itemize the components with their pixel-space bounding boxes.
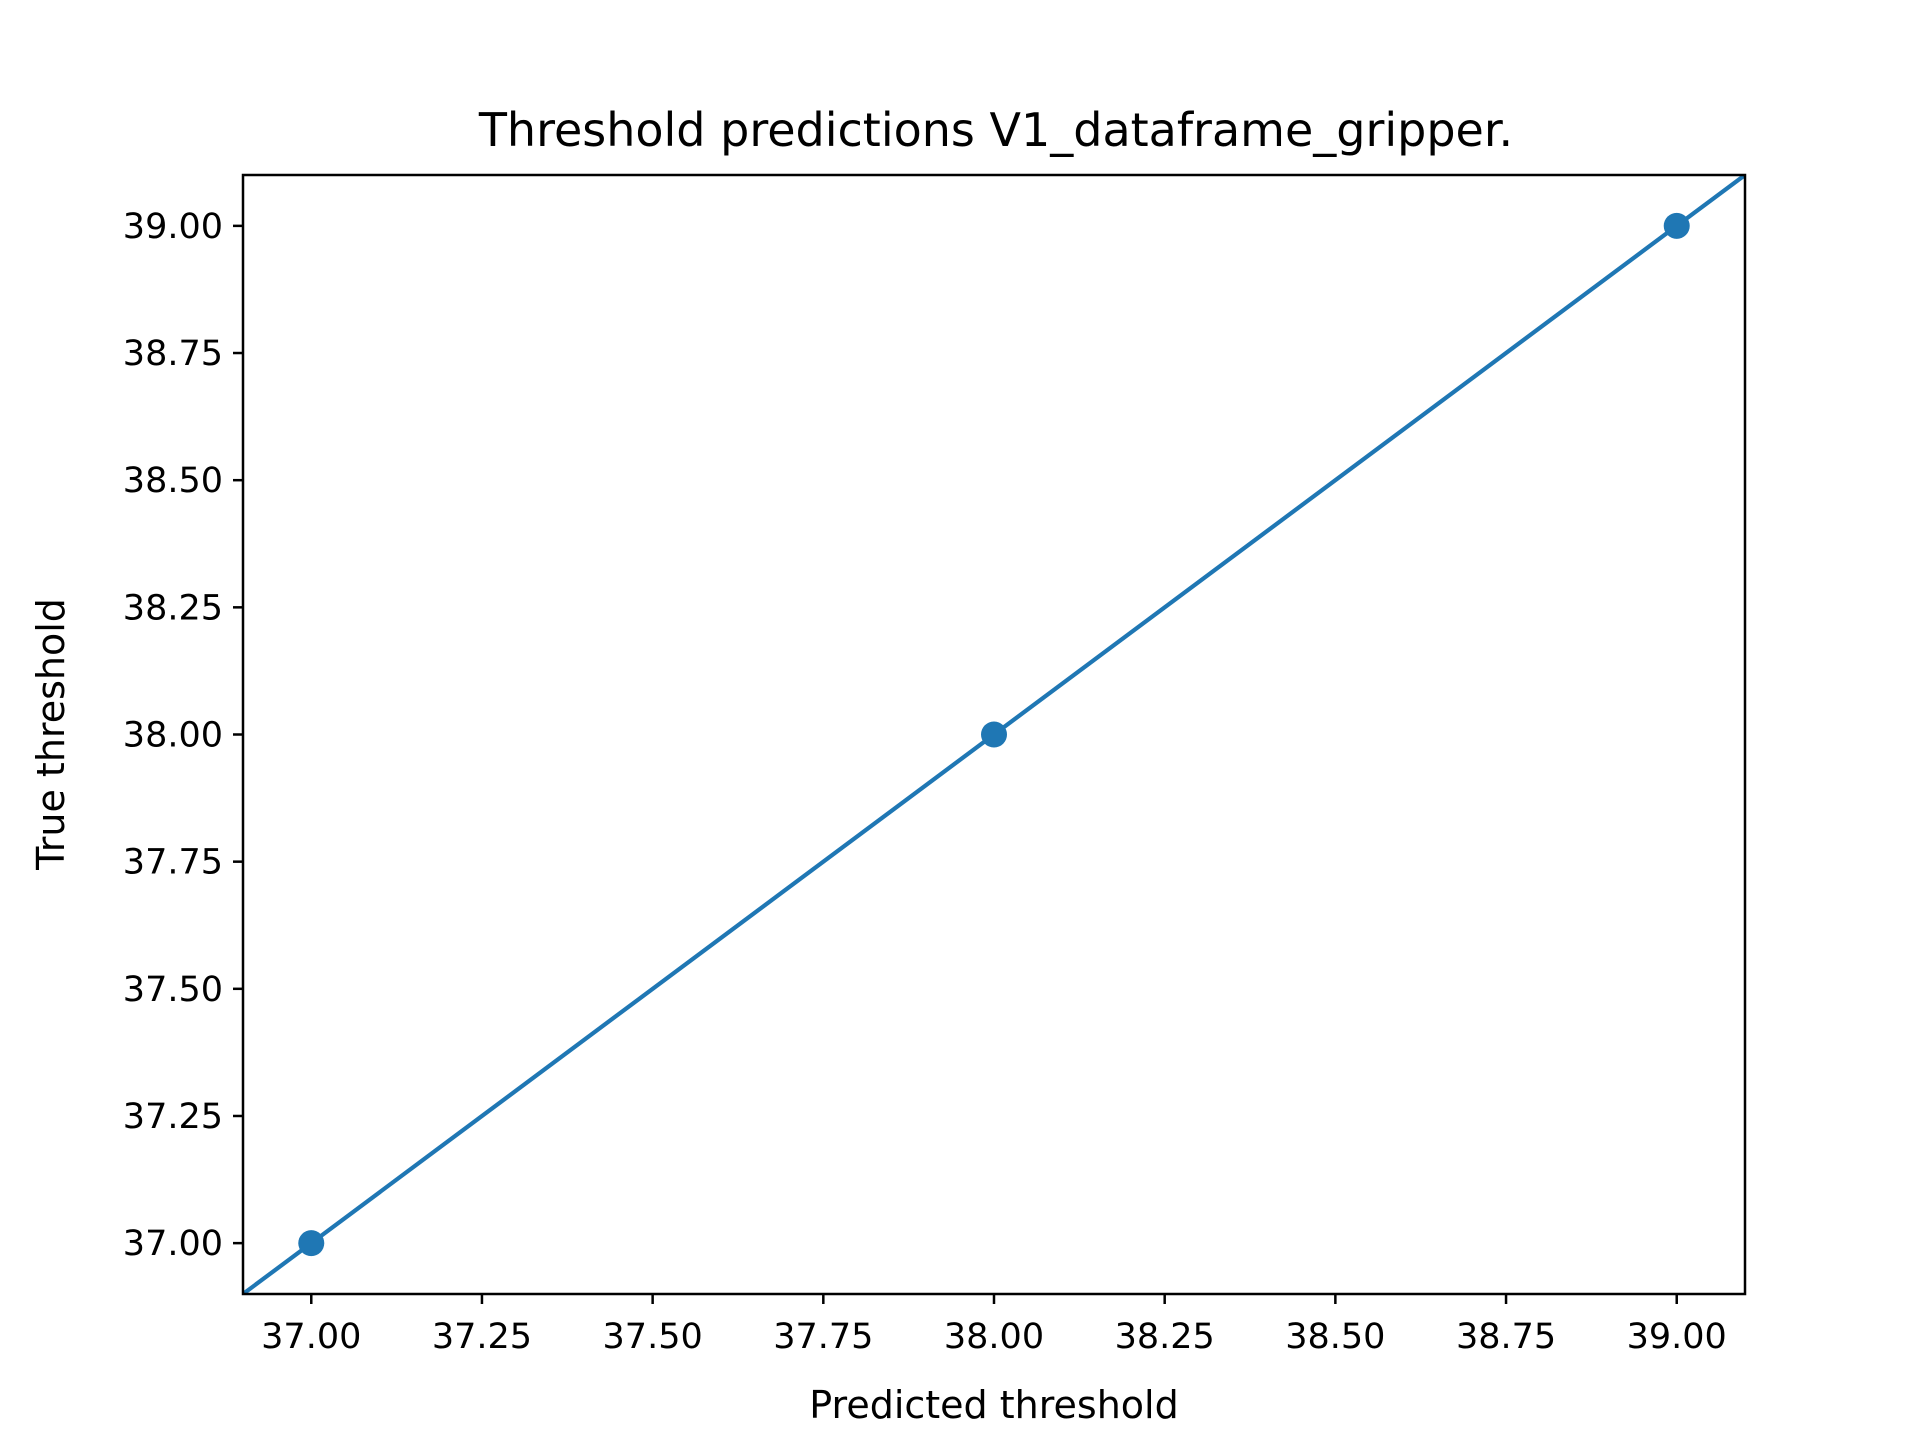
data-point bbox=[1663, 212, 1690, 239]
y-tick-label: 38.25 bbox=[123, 588, 223, 628]
y-tick-label: 38.75 bbox=[123, 334, 223, 374]
y-tick-label: 39.00 bbox=[123, 207, 223, 247]
y-tick-label: 37.50 bbox=[123, 970, 223, 1010]
y-tick-label: 37.25 bbox=[123, 1097, 223, 1137]
data-point bbox=[981, 721, 1007, 748]
x-tick-label: 37.00 bbox=[261, 1317, 361, 1357]
x-tick-label: 37.75 bbox=[773, 1317, 873, 1357]
x-tick-label: 37.25 bbox=[432, 1317, 532, 1357]
x-tick-label: 38.25 bbox=[1115, 1317, 1215, 1357]
x-axis-label: Predicted threshold bbox=[809, 1383, 1178, 1427]
y-tick-label: 38.00 bbox=[123, 716, 223, 756]
chart-title: Threshold predictions V1_dataframe_gripp… bbox=[478, 103, 1513, 157]
x-axis-ticks: 37.00 37.25 37.50 37.75 38.00 38.25 38.50 38.75… bbox=[261, 1294, 1727, 1357]
x-tick-label: 38.00 bbox=[944, 1317, 1044, 1357]
x-tick-label: 38.50 bbox=[1285, 1317, 1385, 1357]
y-axis-ticks: 37.00 37.25 37.50 37.75 38.00 38.25 38.50 38.75… bbox=[123, 207, 243, 1264]
y-tick-label: 37.75 bbox=[123, 843, 223, 883]
x-tick-label: 37.50 bbox=[603, 1317, 703, 1357]
y-axis-label: True threshold bbox=[29, 598, 73, 871]
data-point bbox=[298, 1230, 325, 1257]
y-tick-label: 38.50 bbox=[123, 461, 223, 501]
x-tick-label: 39.00 bbox=[1627, 1317, 1727, 1357]
x-tick-label: 38.75 bbox=[1456, 1317, 1556, 1357]
y-tick-label: 37.00 bbox=[123, 1224, 223, 1264]
plot-marks bbox=[243, 175, 1745, 1294]
